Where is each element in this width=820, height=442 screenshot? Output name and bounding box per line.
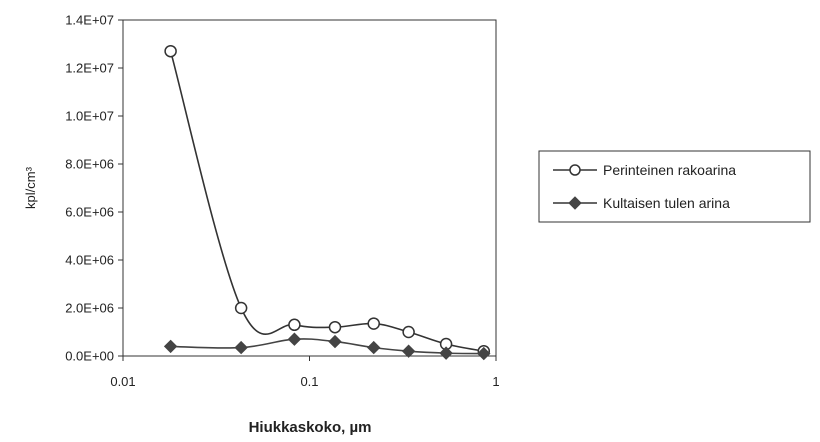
y-tick-label: 8.0E+06 (65, 157, 114, 172)
x-axis-title: Hiukkaskoko, µm (249, 419, 372, 436)
series-2-point (477, 346, 491, 361)
y-tick-label: 6.0E+06 (65, 205, 114, 220)
series-layer (163, 44, 491, 361)
series-1-point (288, 318, 301, 332)
series-2-point (439, 346, 453, 360)
plot-area (122, 19, 497, 357)
x-tick-label: 1 (492, 374, 499, 389)
y-tick-label: 4.0E+06 (65, 253, 114, 268)
series-1-point (367, 317, 380, 330)
series-1-point (402, 325, 415, 339)
legend-marker-1 (569, 164, 581, 176)
x-axis-ticks: 0.01 0.1 1 (110, 356, 500, 389)
series-1-point (234, 301, 248, 315)
legend: Perinteinen rakoarina Kultaisen tulen ar… (538, 150, 811, 223)
legend-label-1: Perinteinen rakoarina (603, 162, 736, 178)
y-tick-label: 1.0E+07 (65, 109, 114, 124)
y-tick-label: 1.2E+07 (65, 61, 114, 76)
y-axis-title: kpl/cm³ (23, 166, 38, 209)
y-axis-ticks: 0.0E+00 2.0E+06 4.0E+06 6.0E+06 8.0E+06 1.0E+… (65, 13, 123, 364)
legend-marker-2 (568, 196, 582, 210)
y-tick-label: 0.0E+00 (65, 349, 114, 364)
series-2-point (163, 339, 178, 354)
y-tick-label: 2.0E+06 (65, 301, 114, 316)
y-tick-label: 1.4E+07 (65, 13, 114, 28)
series-1-point (328, 320, 342, 334)
x-tick-label: 0.1 (300, 374, 318, 389)
series-2-point (401, 344, 416, 358)
legend-label-2: Kultaisen tulen arina (603, 195, 730, 211)
legend-box (538, 150, 811, 223)
series-2-point (367, 340, 381, 355)
x-tick-label: 0.01 (110, 374, 135, 389)
series-2-point (287, 332, 302, 346)
series-2-point (328, 334, 342, 349)
series-2-point (234, 340, 248, 355)
series-1-point (164, 44, 177, 58)
